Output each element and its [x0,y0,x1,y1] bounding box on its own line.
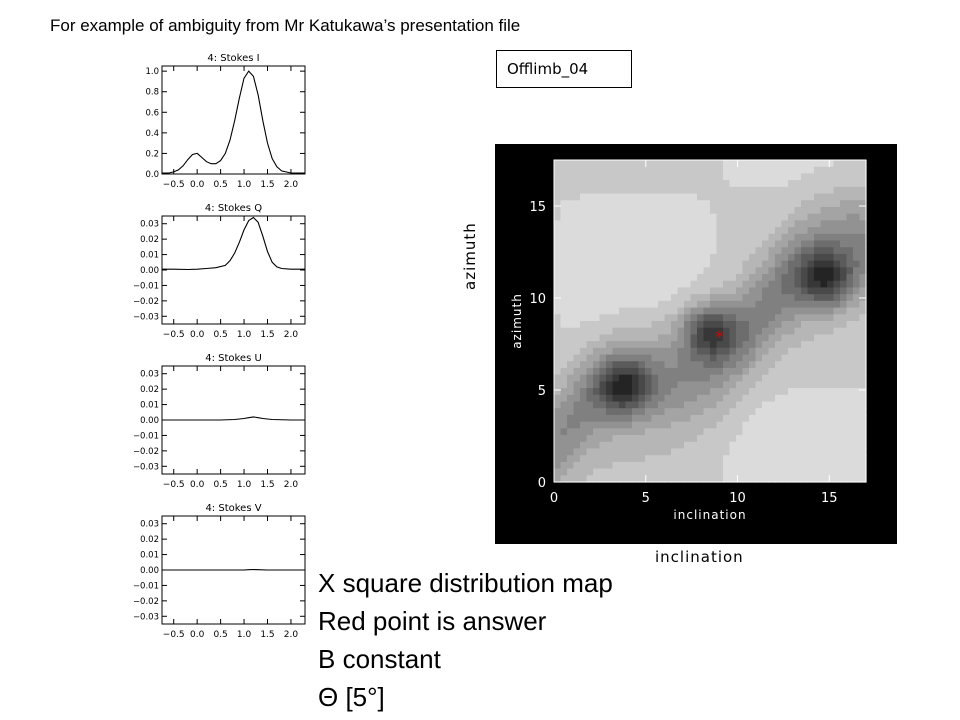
page-title: For example of ambiguity from Mr Katukaw… [50,16,521,35]
heatmap-cells [554,160,867,483]
y-tick-label: 0.0 [145,170,159,180]
x-tick-label: 0.0 [190,480,205,490]
heatmap-frame [553,159,867,483]
x-tick-label: 2.0 [284,630,299,640]
x-tick-label: −0.5 [163,330,185,340]
x-tick-label: 10 [729,491,746,506]
stokes-u-panel: 4: Stokes U −0.5 0.0 0.5 1.0 1.5 2.0 −0.03 −0.02… [125,350,310,500]
x-tick-label: 1.5 [260,480,274,490]
x-tick-label: 0.5 [213,180,227,190]
y-tick-label: 1.0 [145,67,159,77]
notes: X square distribution map Red point is a… [318,564,613,716]
panel-title: 4: Stokes V [205,503,261,514]
panel-title: 4: Stokes Q [205,203,262,214]
y-tick-label: 0.02 [140,535,159,545]
x-tick-label: 0.5 [213,480,227,490]
answer-point-marker: * [715,327,723,346]
x-tick-label: 1.5 [260,180,274,190]
y-tick-label: 0.01 [140,401,159,411]
x-tick-label: 1.0 [237,630,252,640]
x-axis-label: inclination [673,508,746,522]
stokes-q-panel: 4: Stokes Q −0.5 0.0 0.5 1.0 1.5 2.0 −0.03 −0.02… [125,200,310,350]
y-tick-label: 0.02 [140,385,159,395]
chi-square-map: 0 5 10 15 0 5 10 15 inclination azimuth * [495,144,897,544]
y-tick-label: 0.00 [140,416,159,426]
x-tick-label: −0.5 [163,630,185,640]
y-axis-label: azimuth [510,293,524,349]
y-tick-label: −0.01 [133,581,159,591]
y-tick-label: 0.6 [145,108,159,118]
x-tick-label: 1.0 [237,180,252,190]
y-tick-label: −0.03 [133,462,159,472]
y-tick-label: 5 [538,384,546,399]
x-tick-label: 1.5 [260,630,274,640]
x-tick-label: −0.5 [163,180,185,190]
y-tick-label: −0.03 [133,312,159,322]
y-tick-label: −0.01 [133,281,159,291]
y-tick-label: 0.2 [145,149,159,159]
x-tick-label: −0.5 [163,480,185,490]
note-line-1: X square distribution map [318,568,613,598]
x-tick-label: 1.0 [237,480,252,490]
x-tick-label: 1.5 [260,330,274,340]
stokes-profile-line [162,568,305,571]
stokes-v-panel: 4: Stokes V −0.5 0.0 0.5 1.0 1.5 2.0 −0.03 −0.02… [125,500,310,650]
stokes-profile-line [162,416,305,421]
y-tick-label: 0.01 [140,251,159,261]
y-tick-label: −0.01 [133,431,159,441]
plot-frame [161,65,306,175]
x-tick-label: 2.0 [284,180,299,190]
y-tick-label: −0.02 [133,447,159,457]
stokes-i-panel: 4: Stokes I −0.5 0.0 0.5 1.0 1.5 2.0 0.0 0.2 0.4 0… [125,50,310,200]
y-tick-label: 0.00 [140,266,159,276]
y-tick-label: 0.03 [140,220,159,230]
stokes-profile-line [162,70,305,174]
x-tick-label: 0.0 [190,330,205,340]
x-tick-label: 0.5 [213,630,227,640]
outer-azimuth-label: azimuth [461,222,479,290]
x-tick-label: 0 [550,491,558,506]
x-tick-label: 2.0 [284,330,299,340]
x-tick-label: 1.0 [237,330,252,340]
y-tick-label: 0.03 [140,370,159,380]
y-tick-label: −0.02 [133,597,159,607]
y-tick-label: 0 [538,476,546,491]
y-tick-label: 0.01 [140,551,159,561]
y-tick-label: −0.02 [133,297,159,307]
y-tick-label: 0.4 [145,129,159,139]
note-line-4: Θ [5°] [318,682,385,712]
y-tick-label: 0.00 [140,566,159,576]
x-tick-label: 5 [642,491,650,506]
y-tick-label: 10 [529,292,546,307]
stokes-profile-line [162,216,305,271]
x-tick-label: 0.0 [190,630,205,640]
outer-inclination-label: inclination [655,548,744,566]
x-tick-label: 15 [821,491,838,506]
x-tick-label: 0.5 [213,330,227,340]
y-tick-label: −0.03 [133,612,159,622]
x-tick-label: 0.0 [190,180,205,190]
y-tick-label: 0.03 [140,520,159,530]
y-tick-label: 0.8 [145,88,159,98]
dataset-label-box: Offlimb_04 [496,50,632,88]
note-line-3: B constant [318,644,441,674]
x-tick-label: 2.0 [284,480,299,490]
note-line-2: Red point is answer [318,606,547,636]
y-tick-label: 0.02 [140,235,159,245]
y-tick-label: 15 [529,200,546,215]
panel-title: 4: Stokes U [205,353,262,364]
plot-frame [161,215,306,325]
panel-title: 4: Stokes I [207,53,259,64]
